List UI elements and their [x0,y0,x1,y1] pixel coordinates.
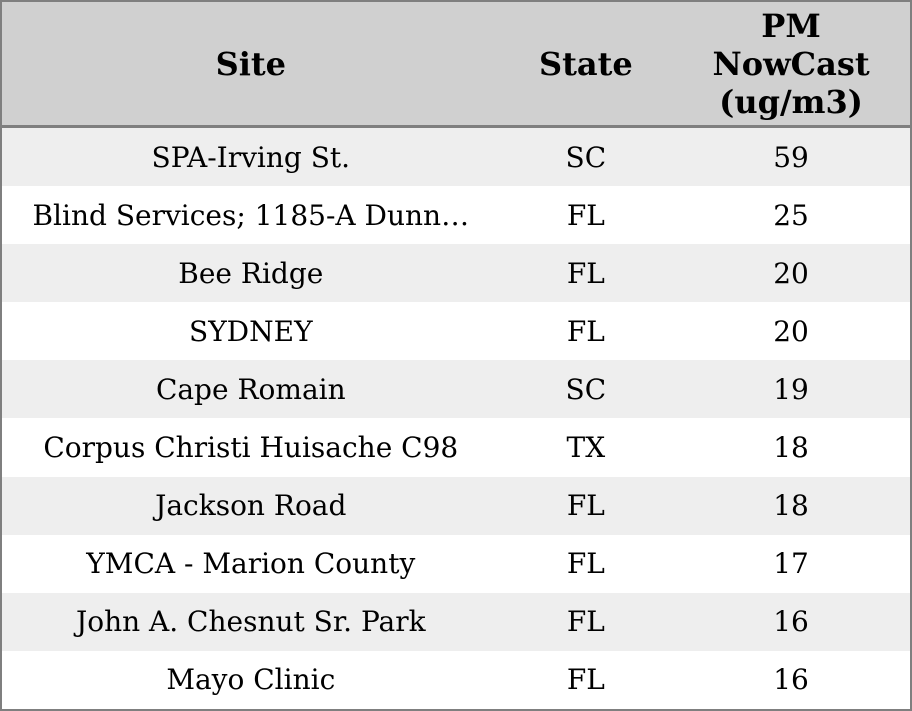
pm-value-cell: 17 [773,547,809,581]
state-cell: FL [566,489,605,523]
site-cell: Mayo Clinic [166,663,336,697]
pm-value-cell: 18 [773,489,809,523]
site-cell: Jackson Road [155,489,347,523]
table-row[interactable]: Corpus Christi Huisache C98 TX 18 [2,418,910,477]
table-row[interactable]: YMCA - Marion County FL 17 [2,534,910,593]
site-cell: Corpus Christi Huisache C98 [43,431,459,465]
table-header: Site State PM NowCast (ug/m3) [2,2,910,128]
site-cell: SPA-Irving St. [151,140,351,174]
table-row[interactable]: Blind Services; 1185-A Dunn… FL 25 [2,186,910,245]
state-cell: TX [566,431,606,465]
state-cell: SC [565,372,607,406]
header-pm-nowcast[interactable]: PM NowCast (ug/m3) [672,7,910,121]
table-row[interactable]: Bee Ridge FL 20 [2,244,910,303]
header-pm-line1: PM [761,6,821,45]
state-cell: FL [566,314,605,348]
site-cell: John A. Chesnut Sr. Park [75,605,426,639]
table-row[interactable]: Jackson Road FL 18 [2,476,910,535]
header-pm-line3: (ug/m3) [719,82,863,121]
header-state[interactable]: State [538,44,633,83]
pm-value-cell: 16 [773,663,809,697]
state-cell: FL [566,663,605,697]
pm-value-cell: 20 [773,314,809,348]
site-cell: YMCA - Marion County [86,547,416,581]
site-cell: Cape Romain [155,372,346,406]
site-cell: Blind Services; 1185-A Dunn… [32,198,470,232]
state-cell: FL [566,605,605,639]
site-cell: Bee Ridge [178,256,324,290]
state-cell: FL [566,198,605,232]
table-row[interactable]: SYDNEY FL 20 [2,302,910,361]
pm-value-cell: 18 [773,431,809,465]
table-body: SPA-Irving St. SC 59 Blind Services; 118… [2,128,910,709]
table-row[interactable]: Mayo Clinic FL 16 [2,650,910,709]
table-row[interactable]: John A. Chesnut Sr. Park FL 16 [2,592,910,651]
state-cell: FL [566,547,605,581]
pm-value-cell: 25 [773,198,809,232]
table-row[interactable]: SPA-Irving St. SC 59 [2,128,910,187]
state-cell: SC [565,140,607,174]
pm-value-cell: 59 [773,140,809,174]
site-cell: SYDNEY [189,314,313,348]
table-row[interactable]: Cape Romain SC 19 [2,360,910,419]
header-site[interactable]: Site [215,44,286,83]
header-pm-line2: NowCast [712,44,870,83]
pm-value-cell: 19 [773,372,809,406]
state-cell: FL [566,256,605,290]
pm-value-cell: 20 [773,256,809,290]
pm-value-cell: 16 [773,605,809,639]
